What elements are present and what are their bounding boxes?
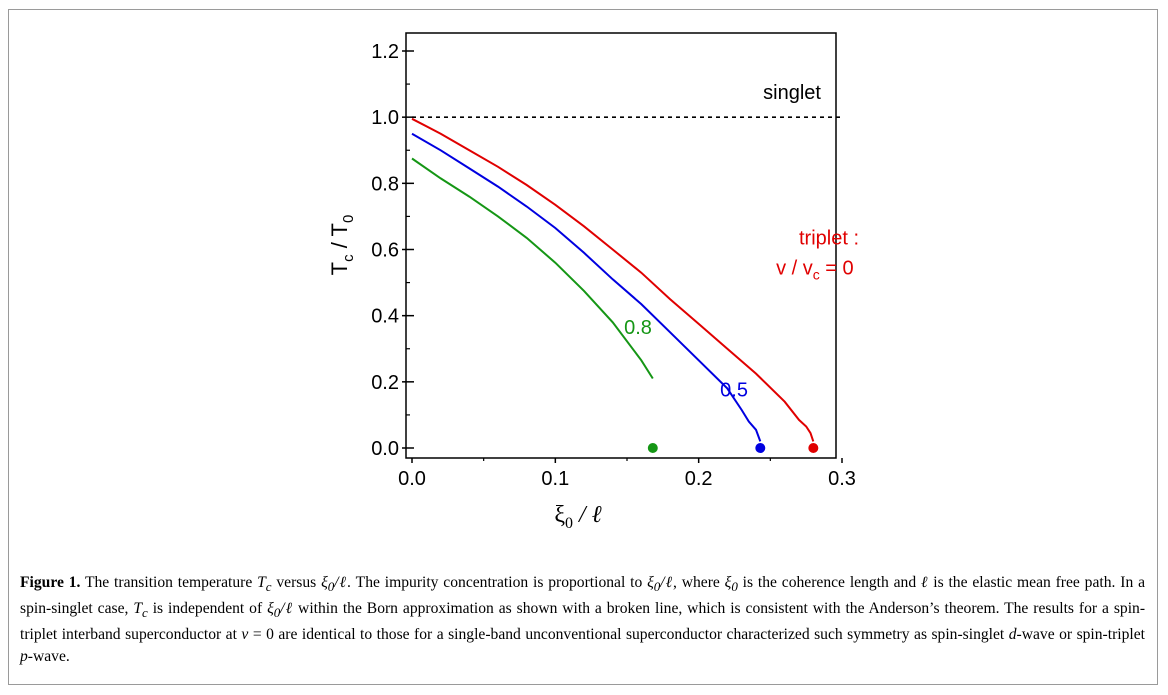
v-ratio-text: v / v bbox=[776, 257, 813, 279]
x-tick-label: 0.2 bbox=[685, 468, 713, 490]
triplet-v-label: v / vc = 0 bbox=[776, 257, 854, 282]
x-tick-label: 0.3 bbox=[828, 468, 856, 490]
chart: 0.0 0.2 0.4 0.6 0.8 1.0 1.2 0.0 0.1 0.2 0.3 single… bbox=[327, 32, 859, 532]
caption-xi-4: ξ0/ℓ bbox=[267, 600, 294, 621]
figure-caption: Figure 1. The transition temperature Tc … bbox=[20, 572, 1145, 668]
caption-text-5: is the coherence length and bbox=[737, 574, 921, 591]
xlabel-sub: 0 bbox=[565, 515, 573, 532]
series-line-3 bbox=[411, 157, 654, 380]
triplet-label: triplet : bbox=[799, 228, 859, 250]
x-tick-label: 0.1 bbox=[541, 468, 569, 490]
xlabel-main: ξ bbox=[554, 502, 565, 528]
caption-xi-1: ξ0/ℓ bbox=[321, 574, 347, 595]
endpoint-marker-3 bbox=[647, 443, 658, 453]
caption-text-4: , where bbox=[673, 574, 725, 591]
endpoint-marker-1 bbox=[808, 443, 819, 453]
figure-frame bbox=[8, 9, 1158, 685]
caption-v: v bbox=[241, 626, 249, 644]
caption-text-10: -wave or spin-triplet bbox=[1016, 626, 1145, 644]
y-tick-label: 1.0 bbox=[371, 107, 399, 129]
caption-ell: ℓ bbox=[920, 574, 929, 591]
caption-text-2: versus bbox=[271, 574, 322, 591]
axis-ticks: 0.0 0.2 0.4 0.6 0.8 1.0 1.2 0.0 0.1 0.2 0.3 bbox=[371, 41, 856, 490]
caption-text-6: is the elastic mean free path. In a spin… bbox=[20, 574, 1145, 618]
y-tick-label: 0.0 bbox=[371, 438, 399, 460]
v-sub: c bbox=[813, 266, 820, 282]
label-0-5: 0.5 bbox=[720, 380, 748, 402]
endpoint-marker-2 bbox=[755, 443, 766, 453]
caption-text-1: The transition temperature bbox=[80, 574, 258, 591]
singlet-label: singlet bbox=[763, 82, 821, 104]
series-line-2 bbox=[411, 132, 762, 442]
y-tick-label: 1.2 bbox=[371, 41, 399, 63]
caption-text-7: is independent of bbox=[147, 600, 268, 618]
y-tick-label: 0.4 bbox=[371, 306, 399, 328]
series-group bbox=[411, 116, 842, 453]
ylabel-rest: / T bbox=[327, 223, 352, 254]
v-eq: = 0 bbox=[820, 257, 854, 279]
caption-tc-2: Tc bbox=[133, 600, 148, 621]
xlabel-rest: / ℓ bbox=[573, 502, 602, 528]
caption-label: Figure 1. bbox=[20, 574, 81, 591]
caption-xi-2: ξ0/ℓ bbox=[647, 574, 673, 595]
y-tick-label: 0.8 bbox=[371, 173, 399, 195]
ylabel-sub: c bbox=[340, 254, 357, 262]
x-axis-label: ξ0 / ℓ bbox=[554, 502, 601, 532]
ylabel-sub2: 0 bbox=[340, 215, 357, 223]
caption-d: d bbox=[1008, 626, 1017, 644]
caption-text-9: are identical to those for a single-band… bbox=[273, 626, 1009, 644]
caption-text-8: within the Born approximation as shown w… bbox=[20, 600, 1146, 644]
y-tick-label: 0.2 bbox=[371, 372, 399, 394]
y-axis-label: Tc / T0 bbox=[327, 215, 357, 276]
plot-frame bbox=[405, 32, 837, 459]
label-0-8: 0.8 bbox=[624, 317, 652, 339]
caption-text-11: -wave. bbox=[27, 648, 70, 666]
caption-tc: Tc bbox=[257, 574, 272, 595]
y-tick-label: 0.6 bbox=[371, 240, 399, 262]
series-line-1 bbox=[411, 117, 815, 442]
ylabel-main: T bbox=[327, 262, 352, 275]
caption-p: p bbox=[20, 648, 28, 666]
annotations: singlet triplet : v / vc = 0 0.5 0.8 bbox=[624, 82, 859, 402]
caption-eq0: = 0 bbox=[248, 626, 274, 644]
plot-area bbox=[405, 32, 837, 459]
x-tick-label: 0.0 bbox=[398, 468, 426, 490]
caption-text-3: . The impurity concentration is proporti… bbox=[346, 574, 648, 591]
caption-xi-3: ξ0 bbox=[724, 574, 738, 595]
